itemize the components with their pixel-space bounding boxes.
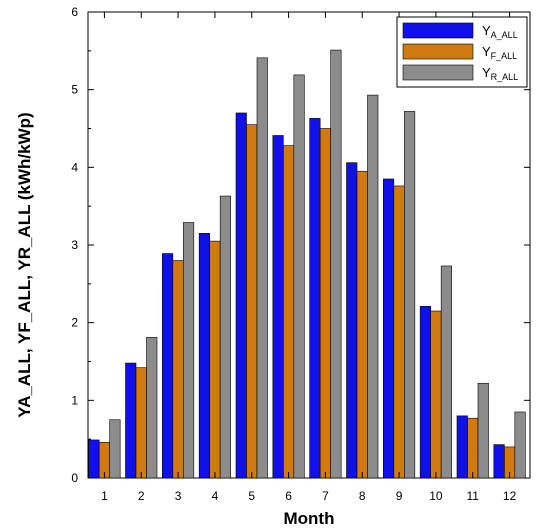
bar-YA_ALL-1 <box>88 439 100 479</box>
x-tick-label: 7 <box>322 489 329 503</box>
y-axis: 0 1 2 3 4 5 6 <box>71 5 530 485</box>
bar-YA_ALL-12 <box>493 444 505 479</box>
bar-YA_ALL-5 <box>235 112 247 479</box>
x-tick-label: 1 <box>101 489 108 503</box>
legend-swatch-YR_ALL <box>402 64 474 81</box>
legend-label-YA_ALL: YA_ALL <box>482 23 518 40</box>
y-tick-label: 4 <box>71 160 78 174</box>
bar-YR_ALL-11 <box>477 382 489 479</box>
bar-YR_ALL-7 <box>330 49 342 479</box>
bar-YF_ALL-6 <box>283 145 295 479</box>
bar-YR_ALL-5 <box>256 57 268 479</box>
y-tick-label: 1 <box>71 393 78 407</box>
bar-YF_ALL-7 <box>319 128 331 479</box>
y-axis-title: YA_ALL, YF_ALL, YR_ALL (kWh/kWp) <box>15 112 34 417</box>
bar-YA_ALL-9 <box>383 178 395 479</box>
bars-group <box>88 49 526 479</box>
x-tick-label: 11 <box>467 489 480 503</box>
legend-swatch-YA_ALL <box>402 22 474 39</box>
bar-YA_ALL-7 <box>309 118 321 479</box>
legend-label-YR_ALL: YR_ALL <box>482 65 518 82</box>
x-tick-label: 9 <box>396 489 403 503</box>
legend-swatch-YF_ALL <box>402 43 474 60</box>
bar-YR_ALL-1 <box>109 419 121 479</box>
bar-YR_ALL-2 <box>146 337 158 479</box>
y-tick-label: 5 <box>71 83 78 97</box>
bar-YA_ALL-2 <box>125 362 137 479</box>
bar-YF_ALL-4 <box>209 240 221 479</box>
x-tick-label: 2 <box>138 489 145 503</box>
x-tick-label: 10 <box>429 489 443 503</box>
bar-YF_ALL-5 <box>246 124 258 479</box>
x-axis-title: Month <box>284 509 335 528</box>
bar-YF_ALL-11 <box>467 417 479 479</box>
legend: YA_ALL YF_ALL YR_ALL <box>396 16 528 88</box>
bar-YA_ALL-6 <box>272 135 284 479</box>
bar-YR_ALL-9 <box>404 111 416 479</box>
bar-YR_ALL-10 <box>440 265 452 479</box>
x-tick-label: 12 <box>503 489 517 503</box>
bar-YR_ALL-6 <box>293 74 305 479</box>
bar-YA_ALL-11 <box>456 415 468 479</box>
bar-YA_ALL-8 <box>346 162 358 479</box>
bar-YA_ALL-10 <box>419 306 431 479</box>
bar-YF_ALL-2 <box>135 367 147 479</box>
bar-YF_ALL-8 <box>356 170 368 479</box>
bar-YF_ALL-3 <box>172 260 184 479</box>
bar-YA_ALL-3 <box>162 253 174 479</box>
x-tick-label: 3 <box>175 489 182 503</box>
x-axis: 1 2 3 4 5 6 7 8 9 10 11 12 <box>101 12 517 503</box>
y-tick-label: 6 <box>71 5 78 19</box>
bar-YR_ALL-3 <box>183 222 195 479</box>
bar-YR_ALL-12 <box>514 411 526 479</box>
legend-label-YF_ALL: YF_ALL <box>482 44 517 61</box>
y-tick-label: 2 <box>71 316 78 330</box>
y-tick-label: 0 <box>71 471 78 485</box>
bar-YF_ALL-9 <box>393 185 405 479</box>
x-tick-label: 8 <box>359 489 366 503</box>
bar-YA_ALL-4 <box>198 233 210 479</box>
y-tick-label: 3 <box>71 238 78 252</box>
x-tick-label: 5 <box>248 489 255 503</box>
x-tick-label: 4 <box>212 489 219 503</box>
bar-YF_ALL-10 <box>430 310 442 479</box>
bar-YR_ALL-8 <box>367 94 379 479</box>
bar-YR_ALL-4 <box>219 195 231 479</box>
x-tick-label: 6 <box>285 489 292 503</box>
